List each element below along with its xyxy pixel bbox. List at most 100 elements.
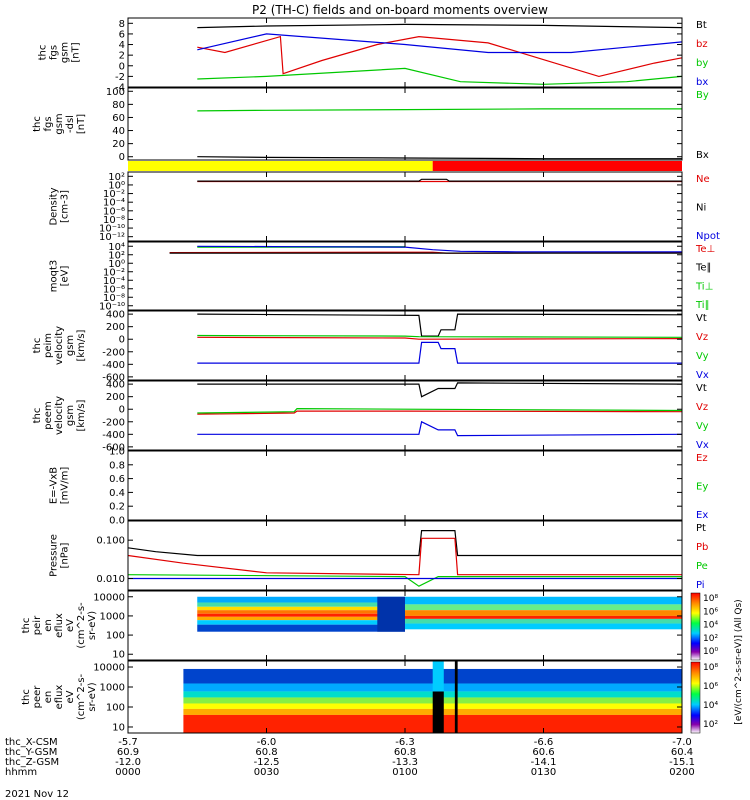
y-axis-label: peim <box>43 333 54 358</box>
legend-label: Pe <box>696 561 708 572</box>
footer-value: -6.3 <box>395 737 415 748</box>
y-tick-label: 0.2 <box>109 502 125 513</box>
colorbar-tick-label: 10⁰ <box>703 647 718 657</box>
mode-segment <box>128 161 433 171</box>
y-axis-label: thc <box>21 689 32 705</box>
y-tick-label: -4 <box>115 83 125 94</box>
y-tick-label: 1000 <box>100 683 125 694</box>
y-tick-label: 0 <box>119 152 125 163</box>
legend-label: Vt <box>696 313 707 324</box>
y-tick-label: -200 <box>102 347 125 358</box>
y-axis-label: (cm^2-s- <box>76 673 87 720</box>
colorbar-tick-label: 10⁶ <box>703 607 718 617</box>
y-axis-label: [nT] <box>71 42 82 62</box>
legend-label: Npot <box>696 231 720 242</box>
footer-value: 60.6 <box>532 747 554 758</box>
series-line-bx <box>197 33 683 54</box>
spectrogram-band <box>197 610 405 614</box>
panel-7: 0.010 0.100 Pressure [nPa] Pt Pb Pe Pi <box>49 520 708 591</box>
legend-label: Ti⊥ <box>695 281 713 292</box>
legend-label: Vx <box>696 440 709 451</box>
legend-label: Vz <box>696 402 708 413</box>
y-axis-label: [cm-3] <box>60 190 71 223</box>
y-tick-label: 0.0 <box>109 516 125 527</box>
y-axis-label: thc <box>38 45 49 61</box>
y-axis-label: peer <box>32 685 43 709</box>
legend-label: Vt <box>696 383 707 394</box>
footer-value: -6.6 <box>534 737 554 748</box>
colorbar-tick-label: 10⁴ <box>703 621 718 631</box>
colorbar-tick-label: 10⁴ <box>703 701 718 711</box>
y-tick-label: 60 <box>112 113 125 124</box>
spectrogram-band <box>405 623 682 630</box>
footer-value: -13.3 <box>392 757 418 768</box>
y-axis-label: en <box>43 691 54 704</box>
series-line-by <box>197 67 683 85</box>
y-tick-label: 0.010 <box>96 574 125 585</box>
y-tick-label: 10⁻¹⁰ <box>99 224 125 235</box>
y-axis-label: [km/s] <box>76 329 87 361</box>
footer-value: -15.1 <box>669 757 695 768</box>
footer-value: 60.9 <box>117 747 139 758</box>
y-tick-label: 0.4 <box>109 488 125 499</box>
legend-label: Ez <box>696 453 708 464</box>
legend-label: Ne <box>696 174 710 185</box>
y-tick-label: 10⁻² <box>103 189 125 200</box>
y-tick-label: 200 <box>106 392 125 403</box>
y-axis-label: gsm <box>54 113 65 134</box>
y-axis-label: gsm <box>60 42 71 63</box>
legend-label: by <box>696 58 708 69</box>
y-tick-label: -600 <box>102 442 125 453</box>
y-tick-label: 10⁰ <box>108 180 125 191</box>
y-axis-label: gsm <box>65 405 76 426</box>
y-axis-label: gsm <box>65 335 76 356</box>
figure-title: P2 (TH-C) fields and on-board moments ov… <box>252 3 548 17</box>
y-tick-label: 10000 <box>93 592 125 603</box>
panel-9: 10 100 1000 10000 thc peer en eflux eV (cm^2-s-sr… <box>21 660 683 734</box>
y-tick-label: 10⁻⁶ <box>103 206 125 217</box>
legend-label: Pi <box>696 580 705 591</box>
legend-label: Bt <box>696 20 707 31</box>
legend-label: Pb <box>696 542 708 553</box>
colorbar-label: [eV/(cm^2-s-sr-eV)] (All Qs) <box>734 599 744 724</box>
y-tick-label: 200 <box>106 322 125 333</box>
colorbars: 10⁸ 10⁶ 10⁴ 10² 10⁰ 10⁸ 10⁶ 10⁴ 10² [eV/(cm^2-s-s… <box>690 592 744 734</box>
y-tick-label: 10⁻² <box>103 267 125 278</box>
footer-value: 60.8 <box>394 747 416 758</box>
y-axis-label: fgs <box>49 45 60 60</box>
y-tick-label: 400 <box>106 380 125 391</box>
legend-label: Vy <box>696 421 709 432</box>
spectrogram-band <box>405 615 682 619</box>
footer-value: 0100 <box>392 767 417 778</box>
spectrogram-band <box>197 620 405 625</box>
spectrogram-band <box>197 606 405 611</box>
legend-label: By <box>696 90 709 101</box>
y-tick-label: 80 <box>112 100 125 111</box>
y-axis-label: velocity <box>54 396 65 435</box>
spectrogram-band <box>432 691 444 733</box>
series-line-Pe <box>127 574 682 587</box>
series-line-Ni <box>197 178 682 182</box>
y-tick-label: 0 <box>119 405 125 416</box>
y-tick-label: 6 <box>119 29 125 40</box>
y-axis-label: (cm^2-s- <box>76 602 87 649</box>
colorbar <box>690 592 701 661</box>
spectrogram-band <box>197 624 405 632</box>
spectrogram-band <box>197 616 405 621</box>
y-tick-label: 10⁻¹² <box>99 232 125 243</box>
series-line-Vx <box>197 420 683 437</box>
legend-label: Te⊥ <box>695 244 715 255</box>
footer-row-label: thc_X-CSM <box>5 737 58 748</box>
legend-label: Vy <box>696 351 709 362</box>
spectrogram-band <box>377 596 405 632</box>
panel-6: 0.0 0.2 0.4 0.6 0.8 1.0 E=-VxB [mV/m] Ez Ey Ex <box>49 447 709 527</box>
y-tick-label: 20 <box>112 139 125 150</box>
footer-value: -7.0 <box>672 737 692 748</box>
y-axis-label: [nT] <box>76 114 87 134</box>
y-tick-label: 10⁻⁴ <box>103 276 125 287</box>
mode-segment <box>432 161 682 171</box>
